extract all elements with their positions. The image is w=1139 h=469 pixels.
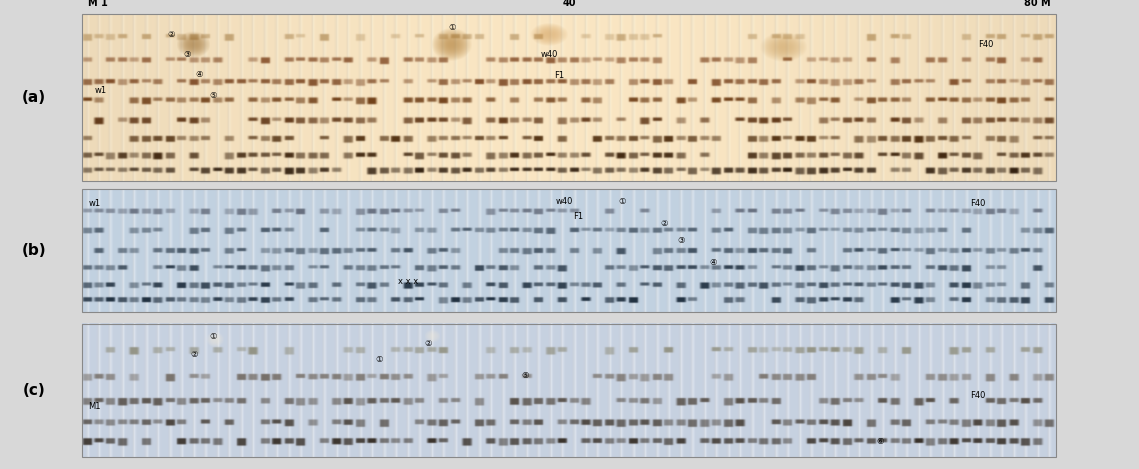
Text: ⑤: ⑤ [210,91,218,100]
Text: F1: F1 [555,71,564,80]
Text: (c): (c) [23,383,46,398]
Text: ②: ② [167,30,175,38]
Text: ③: ③ [183,50,191,59]
Bar [82,14,1056,181]
Text: w1: w1 [89,199,100,208]
Text: F1: F1 [574,212,583,220]
Text: ⑤: ⑤ [522,371,528,380]
Text: 40: 40 [563,0,575,8]
Text: F40: F40 [970,199,985,208]
Text: (a): (a) [22,90,47,105]
Text: ③: ③ [678,236,685,245]
Text: x x x: x x x [399,277,418,286]
Text: F40: F40 [978,39,993,48]
Text: ④: ④ [710,258,716,267]
Text: F40: F40 [970,391,985,400]
Text: ①: ① [210,333,218,341]
Text: ①: ① [449,23,456,32]
Text: ②: ② [424,339,432,348]
Text: ①: ① [375,355,383,364]
Text: ②: ② [661,219,669,228]
Text: w1: w1 [95,86,107,95]
Text: w40: w40 [556,197,573,206]
Text: ④: ④ [195,69,203,78]
Text: M 1: M 1 [88,0,107,8]
Text: w40: w40 [541,50,558,59]
Text: 80 M: 80 M [1024,0,1050,8]
Bar [82,189,1056,312]
Text: ②: ② [190,350,198,359]
Bar [82,324,1056,457]
Text: M1: M1 [89,402,101,411]
Text: ⑥: ⑥ [877,437,884,446]
Text: ①: ① [618,197,626,206]
Text: (b): (b) [22,243,47,258]
